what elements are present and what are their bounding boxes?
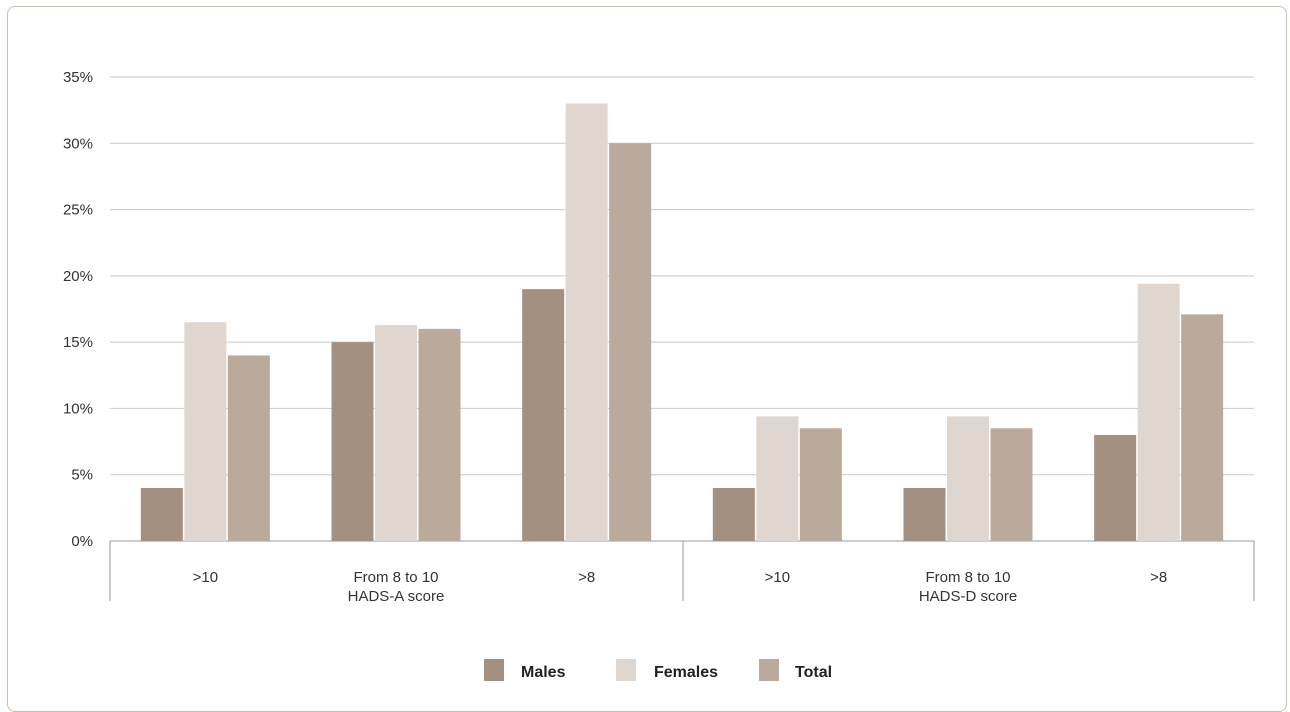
x-tick-label: From 8 to 10 bbox=[353, 569, 438, 586]
bar-females bbox=[375, 324, 417, 541]
bar-males bbox=[903, 487, 946, 541]
y-tick-label: 35% bbox=[63, 69, 93, 86]
bar-males bbox=[1094, 434, 1137, 541]
x-tick-label: >8 bbox=[1150, 569, 1167, 586]
group-label: HADS-D score bbox=[919, 588, 1017, 605]
bar-total bbox=[799, 428, 842, 541]
x-tick-label: >10 bbox=[193, 569, 218, 586]
bar-males bbox=[331, 342, 374, 541]
y-tick-label: 25% bbox=[63, 202, 93, 219]
legend-label-total: Total bbox=[795, 664, 832, 681]
bar-females bbox=[756, 416, 799, 541]
x-tick-label: >8 bbox=[578, 569, 595, 586]
y-tick-label: 20% bbox=[63, 268, 93, 285]
bar-total bbox=[609, 143, 652, 542]
y-tick-label: 10% bbox=[63, 400, 93, 417]
legend-label-females: Females bbox=[654, 664, 718, 681]
y-tick-label: 5% bbox=[71, 467, 93, 484]
bar-females bbox=[1137, 283, 1180, 541]
y-tick-label: 15% bbox=[63, 334, 93, 351]
bar-females bbox=[184, 322, 227, 541]
legend-label-males: Males bbox=[521, 664, 566, 681]
bar-males bbox=[522, 289, 565, 541]
y-tick-label: 30% bbox=[63, 135, 93, 152]
group-label: HADS-A score bbox=[348, 588, 445, 605]
bar-total bbox=[227, 355, 270, 541]
legend-swatch-total bbox=[759, 659, 779, 681]
legend-swatch-females bbox=[616, 659, 636, 681]
x-tick-label: >10 bbox=[765, 569, 790, 586]
bar-total bbox=[418, 328, 461, 541]
bar-females bbox=[565, 103, 608, 541]
bar-males bbox=[140, 487, 183, 541]
bar-total bbox=[990, 428, 1033, 541]
y-tick-label: 0% bbox=[71, 533, 93, 550]
bar-total bbox=[1181, 314, 1224, 541]
bar-males bbox=[712, 487, 755, 541]
x-tick-label: From 8 to 10 bbox=[925, 569, 1010, 586]
bar-females bbox=[947, 416, 989, 541]
legend-swatch-males bbox=[484, 659, 504, 681]
